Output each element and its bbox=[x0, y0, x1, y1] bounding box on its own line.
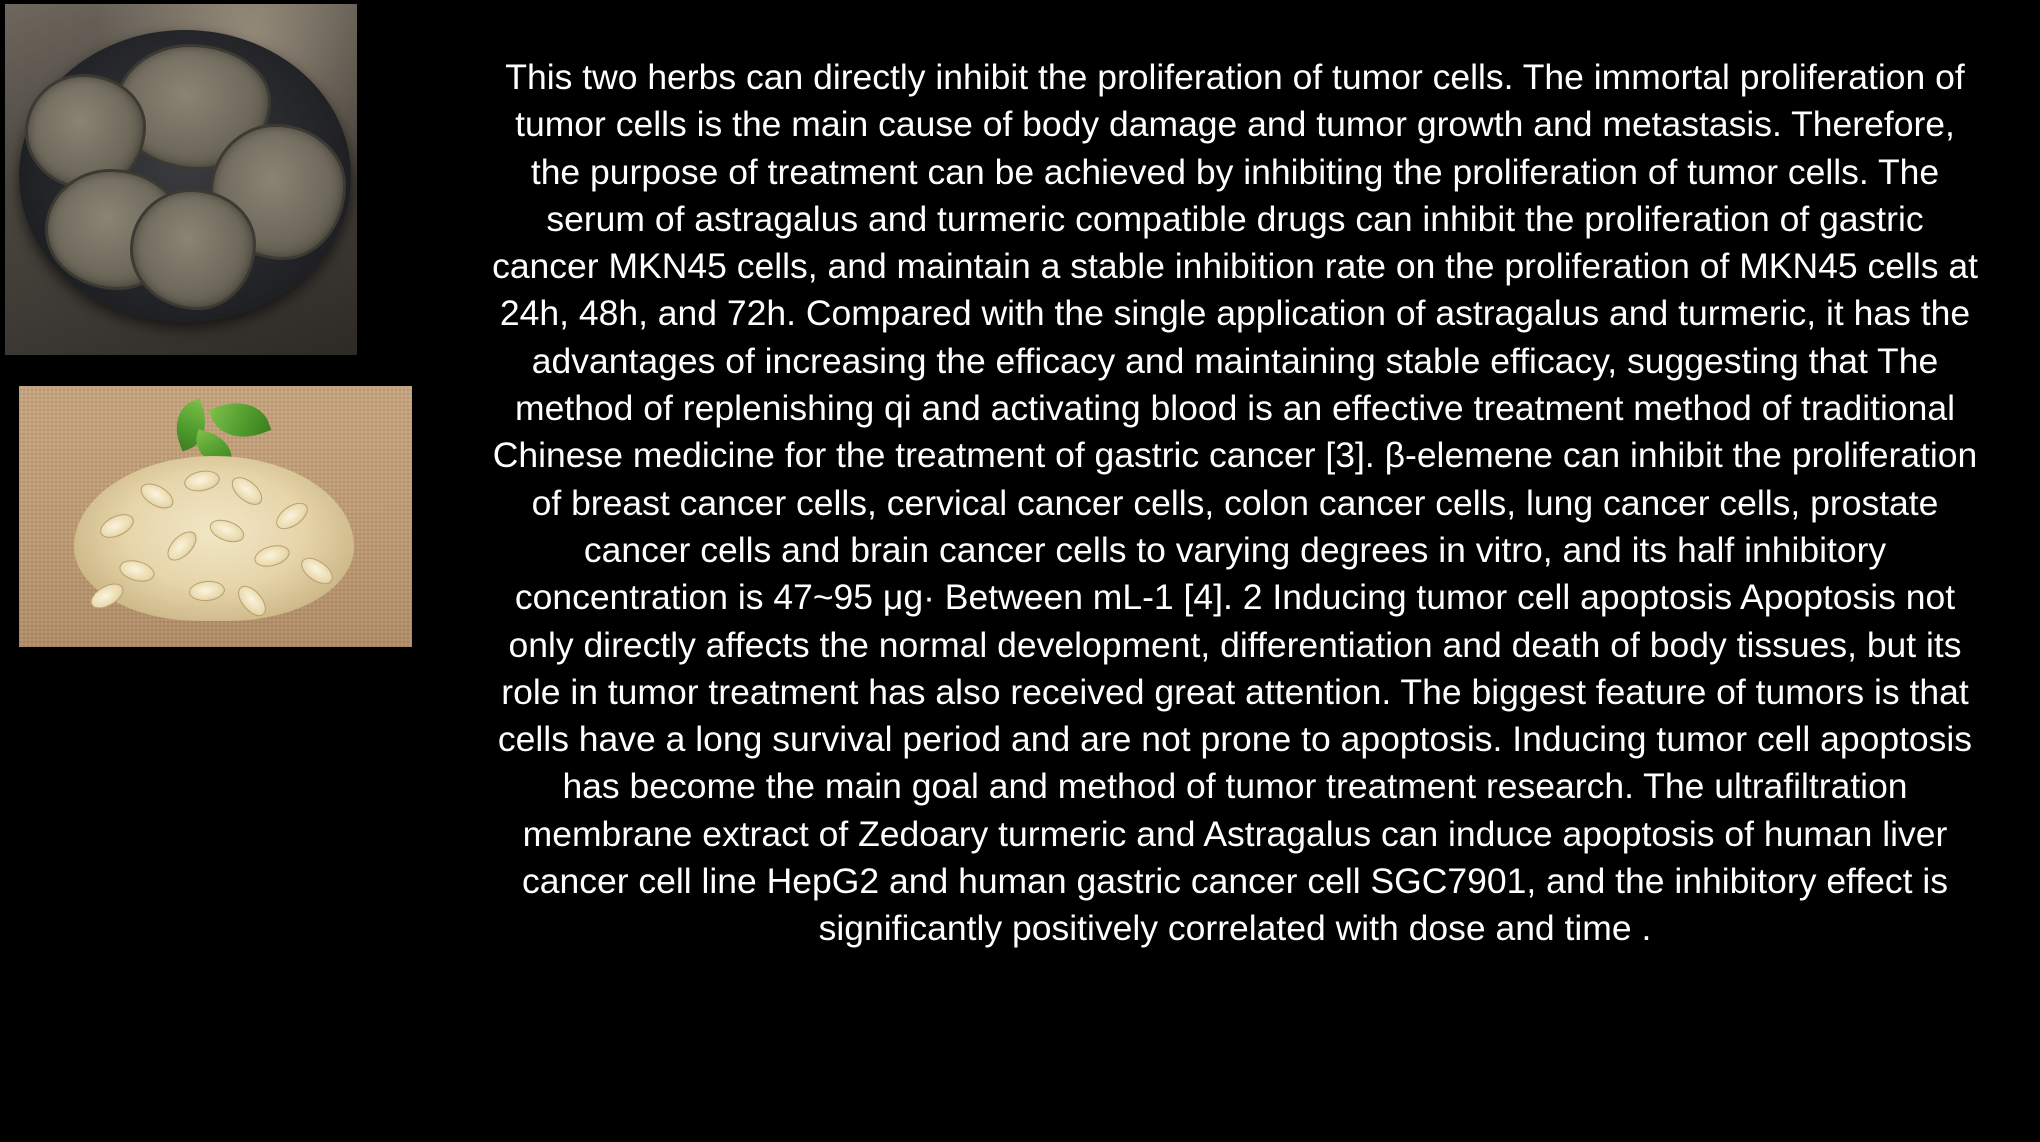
herb-slices-bowl-image bbox=[5, 4, 357, 355]
herb-disc bbox=[130, 189, 256, 310]
body-text: This two herbs can directly inhibit the … bbox=[492, 57, 1978, 949]
astragalus-slices-image bbox=[19, 386, 412, 647]
